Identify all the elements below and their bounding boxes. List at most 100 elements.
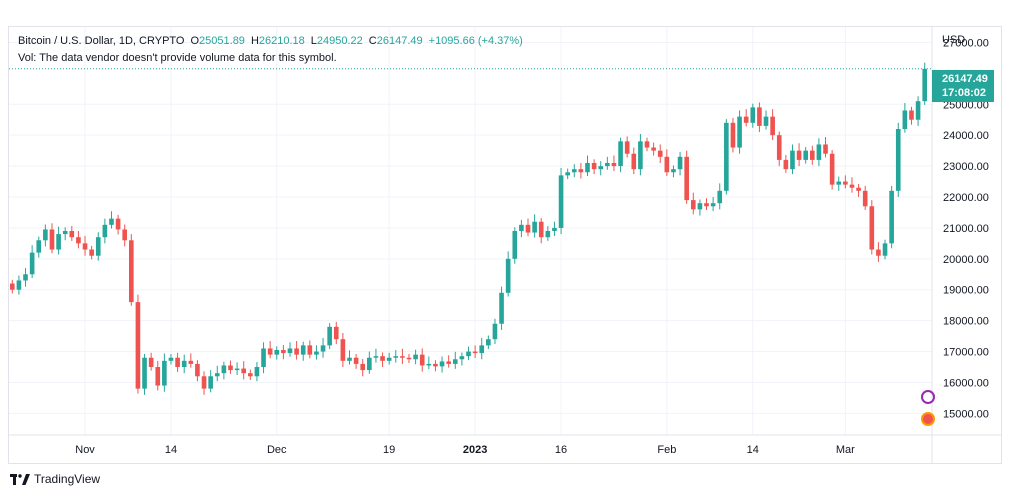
x-tick-label: Mar bbox=[836, 444, 855, 456]
y-tick-label: 17000.00 bbox=[943, 347, 989, 359]
candle-body bbox=[36, 240, 42, 253]
x-tick-label: Feb bbox=[657, 444, 676, 456]
candle-body bbox=[56, 234, 61, 250]
candle-body bbox=[836, 181, 842, 185]
candle-body bbox=[314, 351, 319, 355]
candle-body bbox=[737, 116, 742, 148]
candle-body bbox=[29, 252, 35, 275]
candle-body bbox=[743, 116, 749, 123]
candle-body bbox=[287, 348, 293, 354]
candle-body bbox=[188, 360, 194, 364]
candle-body bbox=[757, 107, 762, 126]
candle-body bbox=[763, 116, 769, 126]
candle-body bbox=[684, 156, 689, 201]
volume-note: Vol: The data vendor doesn't provide vol… bbox=[18, 52, 337, 64]
high-value: 26210.18 bbox=[258, 35, 305, 47]
y-tick-label: 27000.00 bbox=[943, 37, 989, 49]
candle-body bbox=[76, 237, 81, 244]
candle-body bbox=[300, 345, 306, 355]
y-tick-label: 19000.00 bbox=[943, 285, 989, 297]
candle-body bbox=[128, 240, 134, 303]
candle-body bbox=[512, 231, 518, 259]
candle-body bbox=[611, 163, 617, 167]
candle-body bbox=[294, 348, 299, 355]
candle-body bbox=[208, 376, 213, 389]
candle-body bbox=[241, 368, 247, 374]
candle-body bbox=[95, 237, 101, 256]
candle-body bbox=[472, 351, 478, 354]
candle-body bbox=[585, 163, 590, 173]
candle-body bbox=[373, 356, 379, 358]
candle-body bbox=[809, 150, 815, 160]
candle-body bbox=[823, 144, 828, 154]
candle-body bbox=[333, 326, 339, 340]
candle-body bbox=[638, 141, 643, 170]
candle-body bbox=[532, 221, 537, 233]
x-tick-label: Dec bbox=[267, 444, 287, 456]
tradingview-branding[interactable]: TradingView bbox=[10, 472, 100, 486]
candle-body bbox=[347, 357, 352, 361]
ohlc-legend: Bitcoin / U.S. Dollar, 1D, CRYPTO O25051.… bbox=[18, 35, 523, 47]
candle-body bbox=[882, 243, 888, 256]
candle-body bbox=[201, 376, 207, 389]
candle-body bbox=[115, 218, 121, 230]
candle-body bbox=[380, 356, 385, 361]
tradingview-logo-icon bbox=[10, 473, 30, 485]
candle-body bbox=[657, 150, 663, 157]
candle-body bbox=[122, 229, 128, 241]
last-price: 26147.49 bbox=[942, 73, 988, 85]
candle-body bbox=[869, 206, 875, 250]
y-tick-label: 22000.00 bbox=[943, 192, 989, 204]
y-tick-label: 21000.00 bbox=[943, 223, 989, 235]
flash-icon[interactable] bbox=[921, 390, 935, 404]
change-value: +1095.66 (+4.37%) bbox=[428, 35, 523, 47]
candle-body bbox=[267, 348, 273, 355]
low-value: 24950.22 bbox=[316, 35, 363, 47]
candle-body bbox=[175, 357, 180, 367]
candle-body bbox=[459, 356, 465, 360]
candle-body bbox=[16, 280, 22, 290]
candle-body bbox=[790, 150, 795, 170]
candle-body bbox=[902, 110, 908, 129]
candle-body bbox=[829, 153, 835, 185]
open-value: 25051.89 bbox=[199, 35, 245, 47]
candle-body bbox=[135, 302, 141, 389]
candle-body bbox=[102, 224, 108, 238]
candle-body bbox=[155, 367, 161, 386]
candle-body bbox=[400, 356, 405, 358]
candle-body bbox=[624, 141, 630, 154]
candle-body bbox=[23, 274, 28, 281]
candle-body bbox=[631, 153, 637, 170]
candle-body bbox=[519, 224, 524, 231]
candle-body bbox=[571, 169, 577, 173]
candle-body bbox=[697, 203, 703, 210]
candle-body bbox=[492, 323, 498, 340]
candle-body bbox=[651, 147, 656, 151]
flag-icon[interactable] bbox=[921, 412, 935, 426]
candle-body bbox=[281, 350, 286, 354]
candle-body bbox=[538, 221, 544, 238]
candle-body bbox=[214, 373, 220, 377]
candle-body bbox=[142, 357, 147, 389]
candle-body bbox=[62, 231, 68, 235]
candlestick-chart[interactable]: 15000.00 16000.00 17000.00 18000.00 19000.00… bbox=[0, 0, 1012, 470]
candle-body bbox=[724, 122, 729, 191]
candle-body bbox=[664, 156, 670, 173]
candle-body bbox=[261, 348, 266, 367]
bar-countdown: 17:08:02 bbox=[942, 87, 987, 99]
candle-body bbox=[671, 169, 676, 173]
candle-body bbox=[843, 181, 848, 185]
candle-body bbox=[181, 360, 187, 367]
candle-body bbox=[618, 141, 623, 167]
candle-body bbox=[499, 292, 504, 324]
candle-body bbox=[558, 175, 564, 228]
candle-body bbox=[148, 357, 154, 367]
candle-body bbox=[221, 365, 227, 374]
candle-body bbox=[816, 144, 822, 160]
candle-body bbox=[690, 200, 696, 210]
candle-body bbox=[895, 129, 901, 191]
currency-label[interactable]: USD bbox=[942, 34, 966, 46]
candle-body bbox=[856, 187, 861, 191]
candle-body bbox=[909, 110, 914, 120]
x-tick-label: Nov bbox=[75, 444, 95, 456]
